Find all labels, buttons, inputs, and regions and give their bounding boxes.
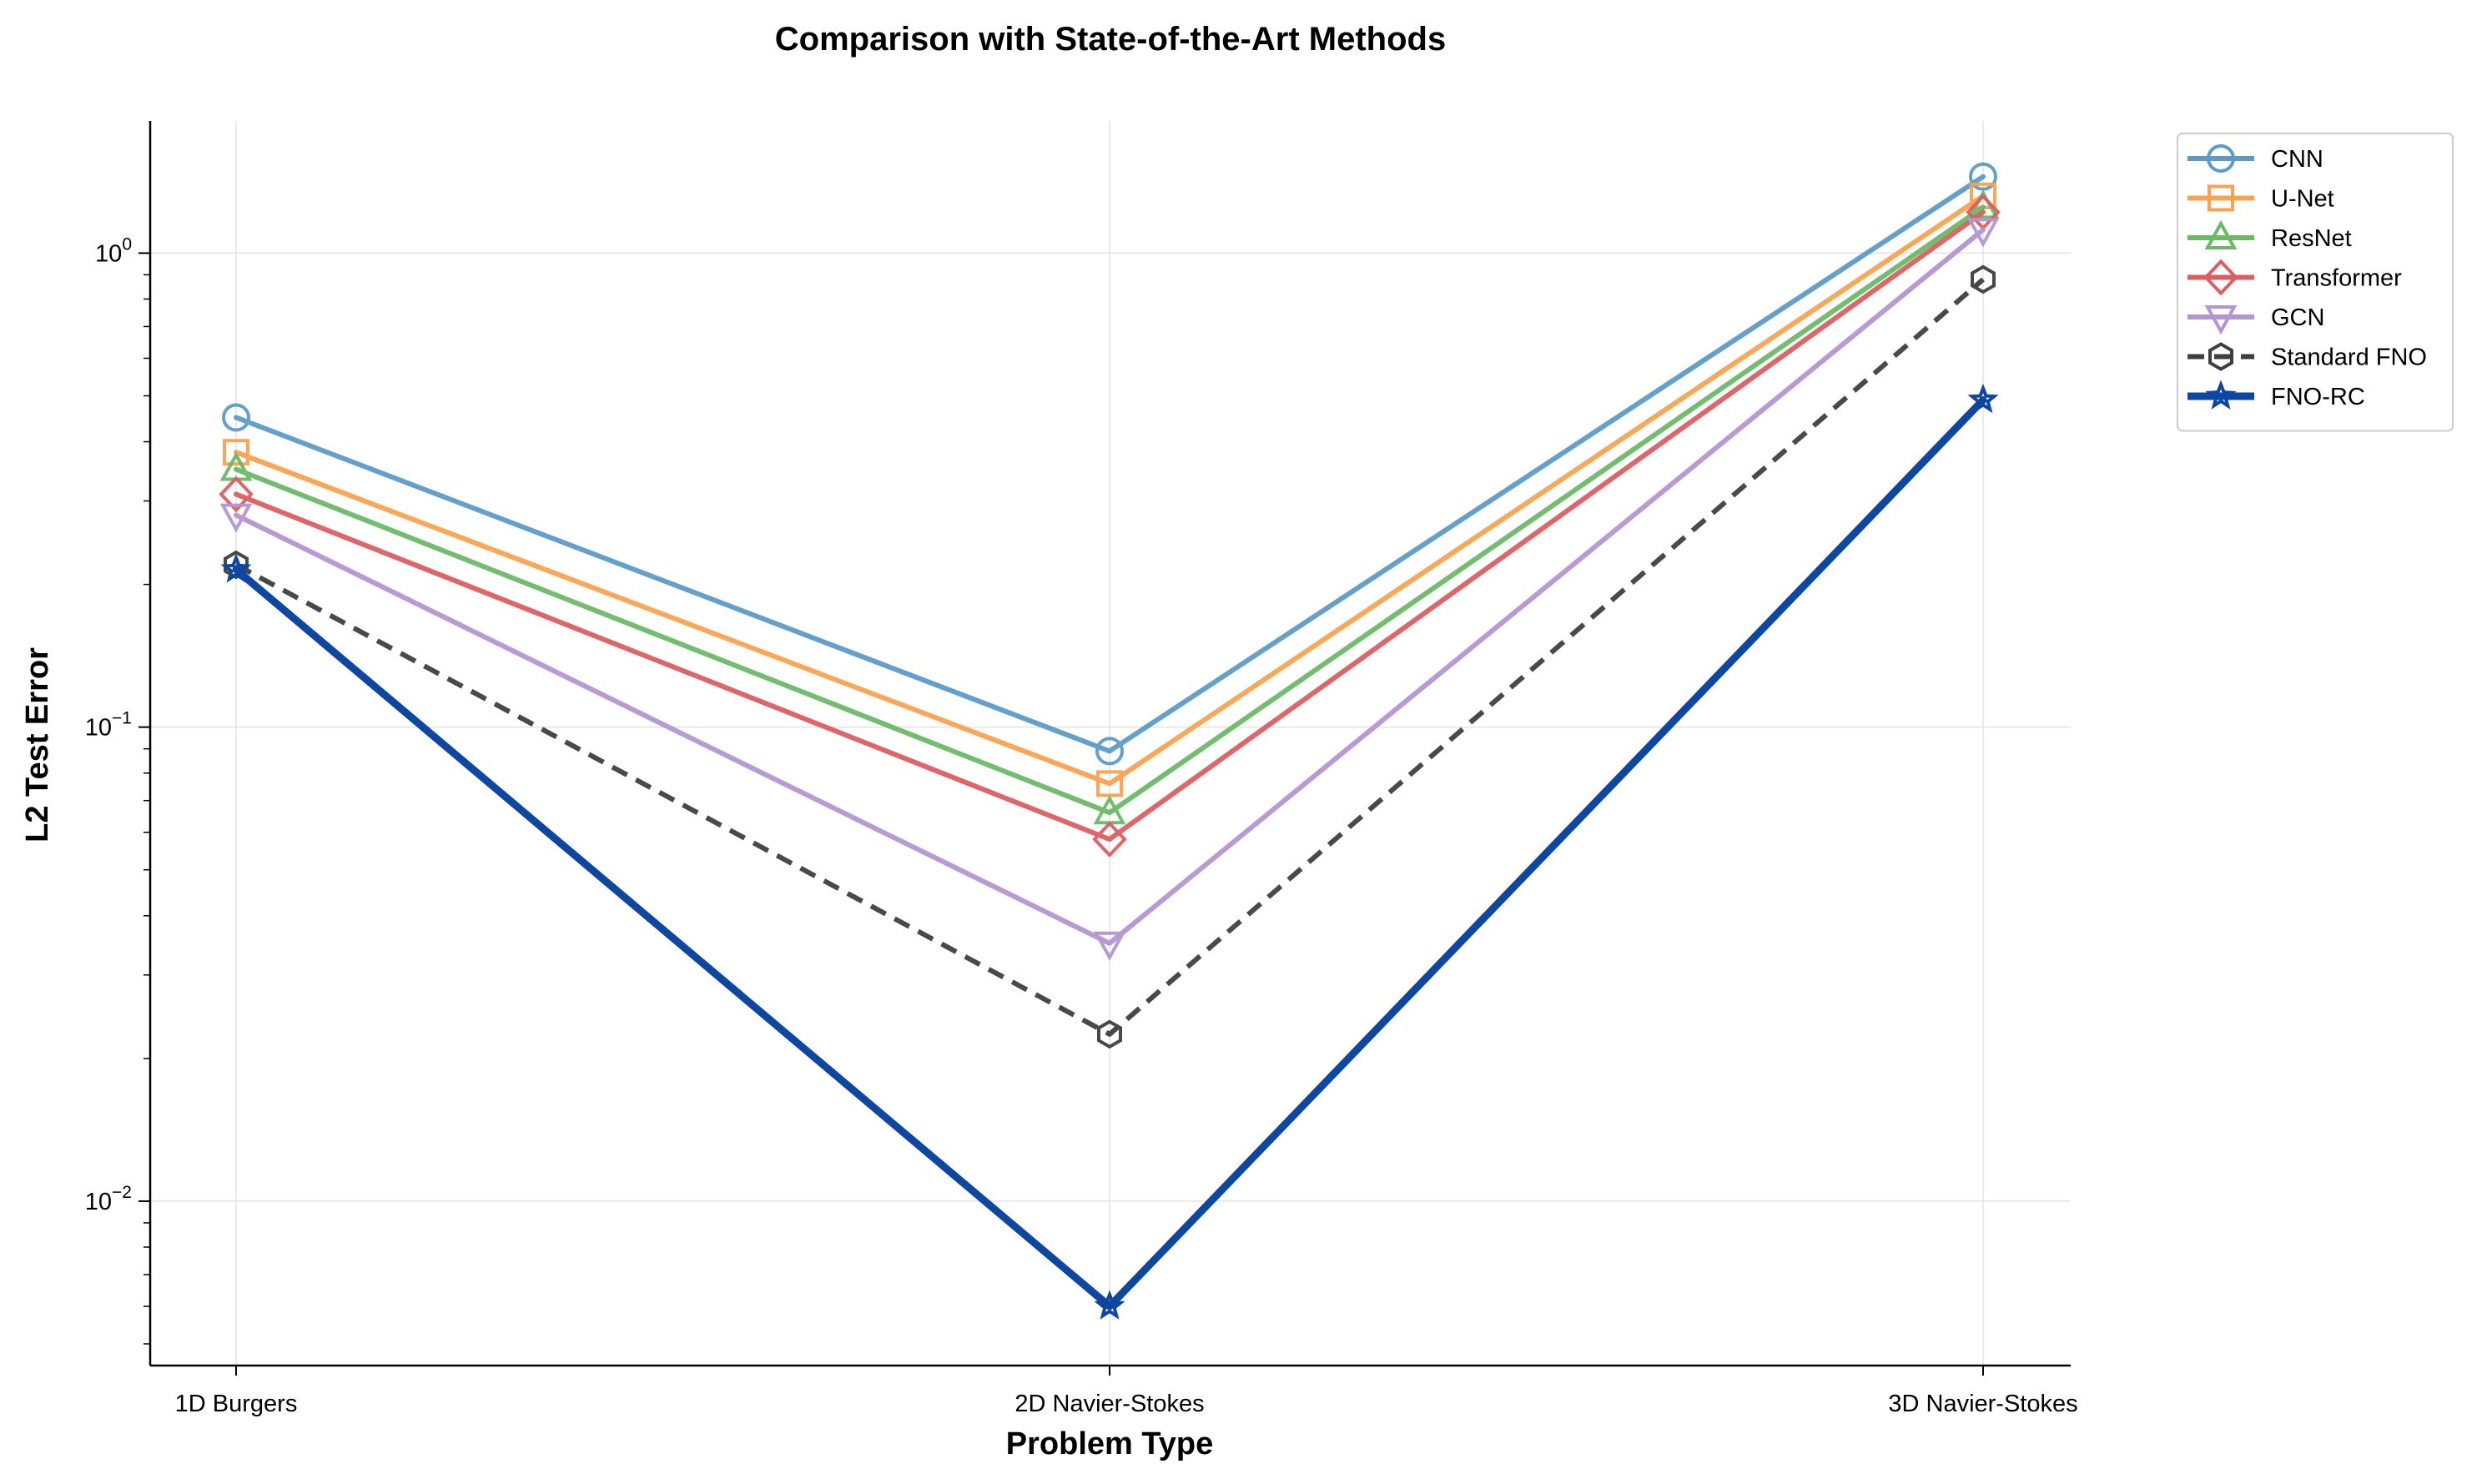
x-tick-label: 3D Navier-Stokes xyxy=(1888,1391,2077,1417)
series-line-transformer xyxy=(234,209,1986,843)
legend-item-resnet: ResNet xyxy=(2187,219,2352,252)
legend-item-standard-fno: Standard FNO xyxy=(2187,342,2427,371)
legend-marker xyxy=(2204,305,2238,335)
legend-label: FNO-RC xyxy=(2271,384,2365,410)
legend-item-u-net: U-Net xyxy=(2187,184,2334,213)
data-point-cnn xyxy=(1095,737,1124,766)
series-line-cnn xyxy=(234,174,1986,754)
data-point-transformer xyxy=(219,475,254,513)
y-tick-label: 100 xyxy=(95,234,132,267)
legend-marker xyxy=(2204,219,2238,249)
series-line-standard-fno xyxy=(234,277,1985,1037)
data-point-standard-fno xyxy=(1971,264,1996,294)
axes: 1D Burgers 2D Navier-Stokes 3D Navier-Stok… xyxy=(85,121,2078,1417)
y-tick-label: 10−2 xyxy=(85,1183,132,1215)
series-standard-fno xyxy=(224,264,1996,1049)
legend-label: U-Net xyxy=(2271,186,2334,213)
legend-marker xyxy=(2208,184,2234,212)
grid xyxy=(150,121,2071,1366)
series-line-fno-rc xyxy=(232,395,1987,1310)
legend-marker xyxy=(2207,144,2235,173)
series-line-resnet xyxy=(234,204,1986,816)
legend-marker xyxy=(2203,259,2238,296)
legend-label: ResNet xyxy=(2271,225,2352,252)
data-point-cnn xyxy=(1969,162,1997,191)
chart-title: Comparison with State-of-the-Art Methods xyxy=(775,21,1446,58)
legend-label: CNN xyxy=(2271,146,2323,173)
legend-item-fno-rc: FNO-RC xyxy=(2187,380,2365,410)
data-point-standard-fno xyxy=(224,550,249,580)
legend-marker xyxy=(2208,342,2233,371)
legend-item-transformer: Transformer xyxy=(2187,259,2402,296)
series-line-u-net xyxy=(234,193,1986,787)
x-axis-label: Problem Type xyxy=(1006,1426,1213,1461)
x-tick-label: 1D Burgers xyxy=(175,1391,298,1417)
data-point-fno-rc xyxy=(220,553,252,583)
data-point-gcn xyxy=(1966,218,2000,248)
y-axis-label: L2 Test Error xyxy=(20,647,55,843)
series-fno-rc xyxy=(220,383,1999,1320)
legend-label: Transformer xyxy=(2271,265,2402,292)
legend-marker xyxy=(2205,380,2237,410)
legend-label: GCN xyxy=(2271,304,2324,331)
legend-label: Standard FNO xyxy=(2271,345,2427,371)
series-group xyxy=(219,162,2001,1320)
series-gcn xyxy=(219,218,2000,961)
x-tick-label: 2D Navier-Stokes xyxy=(1014,1391,1204,1417)
data-point-gcn xyxy=(1093,931,1126,961)
data-point-fno-rc xyxy=(1967,383,1999,414)
legend-item-gcn: GCN xyxy=(2187,304,2324,335)
series-line-gcn xyxy=(234,227,1986,946)
data-point-cnn xyxy=(222,403,250,432)
data-point-fno-rc xyxy=(1094,1290,1125,1320)
data-point-transformer xyxy=(1092,821,1127,858)
data-point-standard-fno xyxy=(1097,1019,1122,1049)
data-point-gcn xyxy=(219,503,253,533)
data-point-u-net xyxy=(223,439,249,466)
y-tick-label: 10−1 xyxy=(85,709,132,742)
legend-item-cnn: CNN xyxy=(2187,144,2323,173)
legend: CNN U-Net ResNet Transformer GCN Standard FNO… xyxy=(2177,133,2454,432)
series-cnn xyxy=(222,162,1997,766)
